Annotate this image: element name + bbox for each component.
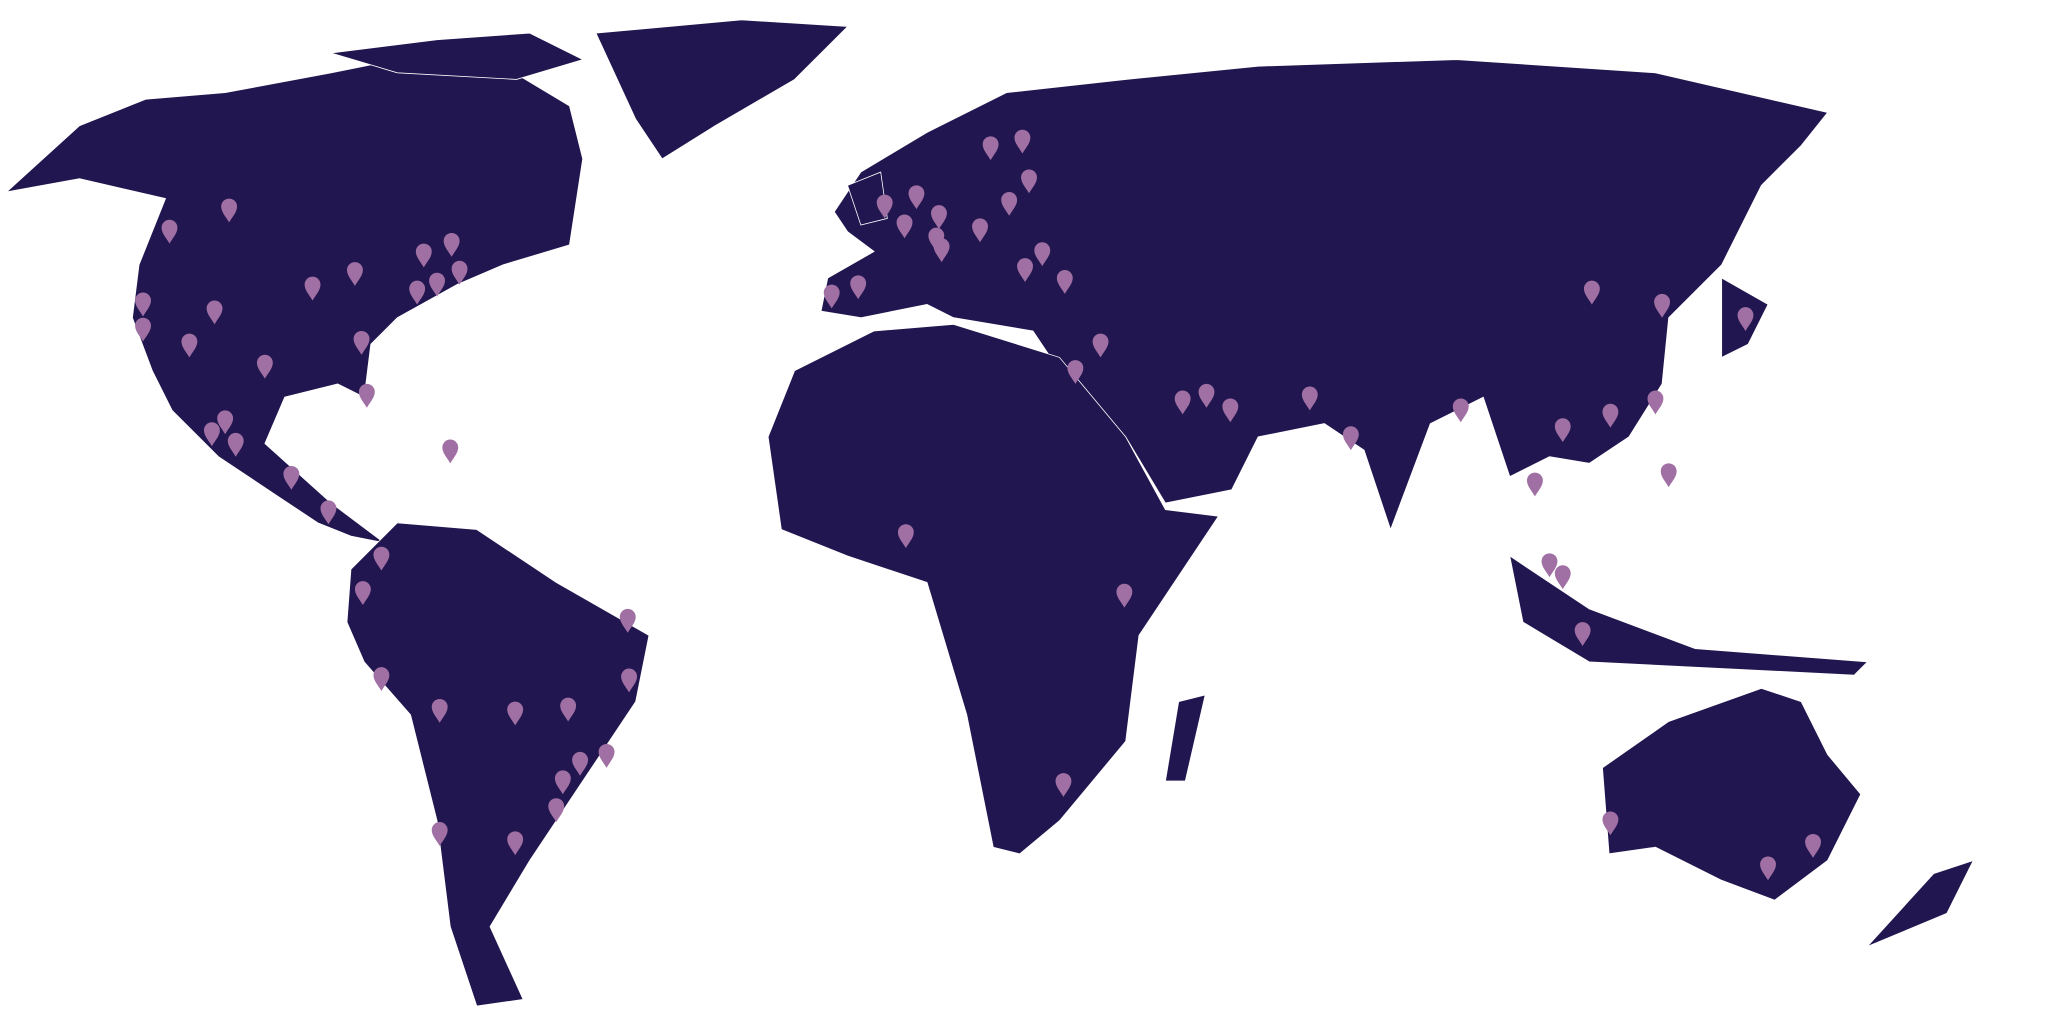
location-pin[interactable]	[1342, 426, 1359, 451]
location-pin[interactable]	[1067, 360, 1084, 384]
location-pin[interactable]	[203, 422, 220, 447]
location-pin[interactable]	[431, 822, 448, 846]
location-pin[interactable]	[1574, 622, 1591, 646]
location-pin[interactable]	[221, 198, 238, 223]
location-pin[interactable]	[560, 697, 577, 722]
location-pin[interactable]	[1034, 242, 1051, 267]
location-pin[interactable]	[554, 770, 571, 795]
location-pin[interactable]	[548, 798, 565, 823]
location-pin[interactable]	[972, 218, 988, 243]
location-pin[interactable]	[1017, 258, 1033, 282]
arctic-islands	[330, 32, 584, 80]
location-pin[interactable]	[1056, 270, 1073, 294]
location-pin[interactable]	[443, 232, 460, 257]
south-america	[346, 522, 650, 1007]
location-pin[interactable]	[256, 354, 273, 379]
location-pin[interactable]	[181, 333, 198, 358]
indonesia	[1509, 555, 1869, 676]
location-pin[interactable]	[1174, 390, 1191, 415]
location-pin[interactable]	[1021, 169, 1037, 194]
location-pin[interactable]	[1116, 583, 1133, 608]
location-pin[interactable]	[982, 136, 999, 161]
location-pin[interactable]	[1014, 129, 1031, 154]
location-pin[interactable]	[876, 194, 893, 219]
location-pin[interactable]	[1055, 773, 1072, 797]
location-pin[interactable]	[621, 668, 638, 693]
land-masses	[5, 19, 1975, 1007]
location-pin[interactable]	[507, 701, 524, 726]
location-pin[interactable]	[227, 432, 244, 457]
location-pin[interactable]	[931, 205, 947, 230]
location-pin[interactable]	[373, 667, 390, 692]
location-pin[interactable]	[1647, 390, 1664, 415]
location-pin[interactable]	[1001, 191, 1018, 216]
new-zealand	[1867, 859, 1975, 947]
location-pin[interactable]	[1602, 811, 1619, 836]
location-pin[interactable]	[161, 219, 178, 244]
location-pin[interactable]	[1554, 565, 1571, 590]
location-pin[interactable]	[1301, 386, 1318, 411]
madagascar	[1164, 694, 1206, 782]
location-pin[interactable]	[354, 581, 371, 605]
location-pin[interactable]	[442, 439, 459, 464]
location-pin[interactable]	[1737, 307, 1754, 331]
location-pin[interactable]	[1452, 398, 1469, 423]
location-pin[interactable]	[896, 214, 913, 239]
location-pin[interactable]	[928, 227, 945, 252]
australia	[1602, 687, 1862, 901]
location-pin[interactable]	[933, 238, 950, 263]
location-pin[interactable]	[431, 698, 448, 723]
location-pin[interactable]	[1805, 833, 1821, 858]
location-pin[interactable]	[1222, 398, 1239, 423]
location-pin[interactable]	[1760, 856, 1776, 881]
location-pin[interactable]	[1092, 333, 1109, 358]
location-pin[interactable]	[135, 317, 151, 342]
location-pin[interactable]	[1654, 293, 1671, 318]
location-pin[interactable]	[1583, 280, 1600, 305]
location-pin[interactable]	[1541, 553, 1558, 578]
location-pin[interactable]	[373, 546, 390, 571]
location-pin[interactable]	[598, 743, 615, 768]
location-pin[interactable]	[908, 185, 925, 210]
location-pin[interactable]	[619, 608, 636, 633]
location-pin[interactable]	[304, 276, 321, 301]
greenland	[595, 19, 849, 160]
location-pin[interactable]	[1198, 383, 1215, 408]
location-pin[interactable]	[850, 275, 867, 300]
great-britain	[847, 171, 888, 226]
location-pin[interactable]	[1554, 418, 1571, 443]
location-pin[interactable]	[206, 300, 223, 325]
location-pin[interactable]	[415, 243, 432, 268]
location-pin[interactable]	[320, 500, 337, 525]
location-pin[interactable]	[897, 524, 914, 549]
location-pin[interactable]	[409, 280, 426, 305]
location-pin[interactable]	[429, 272, 445, 297]
location-pin[interactable]	[353, 330, 370, 355]
africa	[767, 323, 1220, 855]
location-pin[interactable]	[572, 751, 589, 776]
location-pin[interactable]	[1526, 472, 1543, 497]
location-pin[interactable]	[1660, 463, 1677, 488]
location-pin[interactable]	[135, 292, 151, 317]
location-pin[interactable]	[1602, 403, 1619, 428]
location-pin[interactable]	[217, 410, 234, 435]
location-pin[interactable]	[823, 284, 840, 309]
location-pin[interactable]	[451, 260, 468, 285]
location-pin[interactable]	[358, 383, 375, 408]
eurasia	[820, 59, 1829, 531]
location-pins	[135, 129, 1821, 881]
location-pin[interactable]	[507, 831, 524, 856]
location-pin[interactable]	[283, 465, 300, 490]
location-pin[interactable]	[346, 262, 363, 286]
